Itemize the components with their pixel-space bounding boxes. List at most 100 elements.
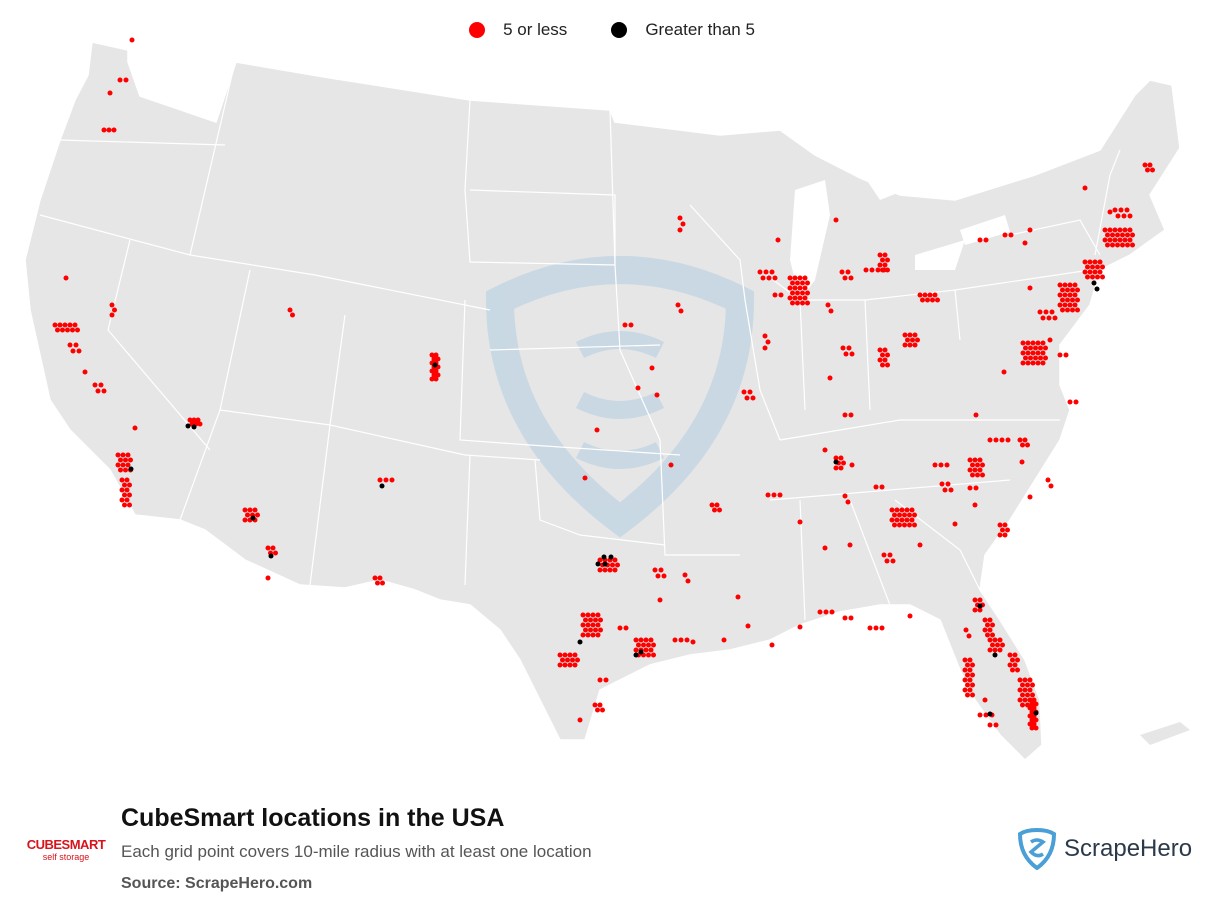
location-dot-small bbox=[567, 652, 573, 658]
location-dot-small bbox=[1107, 237, 1113, 243]
legend: 5 or less Greater than 5 bbox=[0, 20, 1224, 40]
page-title: CubeSmart locations in the USA bbox=[121, 804, 505, 832]
location-dot-small bbox=[651, 642, 656, 648]
location-dot-small bbox=[890, 558, 896, 564]
location-dot-small bbox=[967, 677, 973, 683]
location-dot-large bbox=[268, 553, 274, 559]
location-dot-small bbox=[1030, 692, 1035, 698]
location-dot-small bbox=[881, 552, 887, 558]
location-dot-small bbox=[1022, 687, 1028, 693]
location-dot-small bbox=[967, 687, 973, 693]
location-dot-small bbox=[1115, 242, 1120, 248]
location-dot-small bbox=[884, 558, 890, 564]
location-dot-small bbox=[622, 322, 628, 328]
location-dot-small bbox=[1060, 297, 1065, 303]
location-dot-large bbox=[128, 466, 134, 472]
location-dot-small bbox=[115, 462, 121, 468]
location-dot-small bbox=[1029, 701, 1035, 707]
location-dot-small bbox=[1031, 721, 1037, 727]
location-dot-small bbox=[1067, 302, 1073, 308]
location-dot-small bbox=[863, 267, 869, 273]
location-dot-small bbox=[128, 457, 133, 463]
location-dot-small bbox=[1025, 340, 1031, 346]
location-dot-small bbox=[1020, 360, 1026, 366]
location-dot-small bbox=[970, 672, 975, 678]
location-dot-small bbox=[597, 557, 603, 563]
location-dot-small bbox=[805, 280, 810, 286]
location-dot-small bbox=[939, 481, 945, 487]
location-dot-small bbox=[1100, 274, 1105, 280]
source-credit: Source: ScrapeHero.com bbox=[121, 875, 313, 892]
location-dot-small bbox=[677, 227, 683, 233]
location-dot-large bbox=[1033, 710, 1039, 716]
location-dot-small bbox=[383, 477, 389, 483]
location-dot-small bbox=[1147, 162, 1153, 168]
location-dot-small bbox=[1115, 232, 1120, 238]
location-dot-small bbox=[1150, 167, 1155, 173]
location-dot-small bbox=[1082, 259, 1088, 265]
location-dot-small bbox=[825, 302, 831, 308]
location-dot-large bbox=[992, 652, 998, 658]
location-dot-small bbox=[1030, 350, 1036, 356]
location-dot-small bbox=[841, 460, 846, 466]
location-dot-small bbox=[910, 337, 915, 343]
location-dot-small bbox=[792, 275, 798, 281]
location-dot-small bbox=[894, 517, 900, 523]
location-dot-small bbox=[833, 455, 839, 461]
page-subtitle: Each grid point covers 10-mile radius wi… bbox=[121, 842, 592, 861]
location-dot-small bbox=[972, 502, 978, 508]
location-dot-small bbox=[985, 632, 990, 638]
location-dot-small bbox=[1005, 437, 1011, 443]
location-dot-small bbox=[877, 262, 883, 268]
location-dot-small bbox=[965, 692, 970, 698]
location-dot-small bbox=[55, 327, 60, 333]
location-dot-small bbox=[1043, 309, 1049, 315]
location-dot-small bbox=[255, 512, 260, 518]
location-dot-small bbox=[980, 472, 985, 478]
location-dot-small bbox=[1027, 697, 1033, 703]
location-dot-small bbox=[635, 385, 641, 391]
location-dot-small bbox=[1048, 483, 1054, 489]
location-dot-small bbox=[1029, 725, 1035, 731]
location-dot-small bbox=[938, 462, 944, 468]
location-dot-small bbox=[800, 290, 805, 296]
location-dot-small bbox=[967, 457, 973, 463]
location-dot-small bbox=[907, 512, 912, 518]
location-dot-small bbox=[847, 542, 853, 548]
location-dot-small bbox=[1002, 522, 1008, 528]
location-dot-small bbox=[772, 292, 778, 298]
location-dot-small bbox=[1112, 207, 1118, 213]
location-dot-small bbox=[970, 682, 975, 688]
location-dot-small bbox=[70, 327, 75, 333]
location-dot-small bbox=[602, 567, 608, 573]
location-dot-small bbox=[827, 375, 833, 381]
cubesmart-logo: CUBESMART self storage bbox=[26, 838, 106, 862]
location-dot-small bbox=[922, 292, 928, 298]
location-dot-small bbox=[842, 275, 848, 281]
location-dot-small bbox=[1085, 264, 1090, 270]
location-dot-small bbox=[1038, 355, 1043, 361]
location-dot-small bbox=[848, 615, 854, 621]
location-dot-small bbox=[980, 462, 985, 468]
location-dot-small bbox=[1095, 264, 1100, 270]
location-dot-small bbox=[1043, 345, 1048, 351]
location-dot-small bbox=[612, 557, 618, 563]
location-dot-small bbox=[1052, 315, 1058, 321]
location-dot-small bbox=[970, 662, 975, 668]
location-dot-small bbox=[945, 481, 951, 487]
location-dot-small bbox=[879, 625, 885, 631]
location-dot-small bbox=[1033, 725, 1039, 731]
location-dot-small bbox=[125, 452, 131, 458]
location-dot-small bbox=[1033, 345, 1038, 351]
location-dot-small bbox=[652, 567, 658, 573]
red-dot-icon bbox=[469, 22, 486, 38]
location-dot-small bbox=[111, 127, 117, 133]
location-dot-small bbox=[842, 412, 848, 418]
location-dot-large bbox=[191, 424, 197, 430]
location-dot-small bbox=[1037, 309, 1043, 315]
location-dot-small bbox=[607, 567, 613, 573]
location-dot-small bbox=[124, 477, 130, 483]
us-map bbox=[24, 37, 1190, 762]
location-dot-small bbox=[905, 337, 910, 343]
cubesmart-logo-tagline: self storage bbox=[42, 852, 90, 862]
